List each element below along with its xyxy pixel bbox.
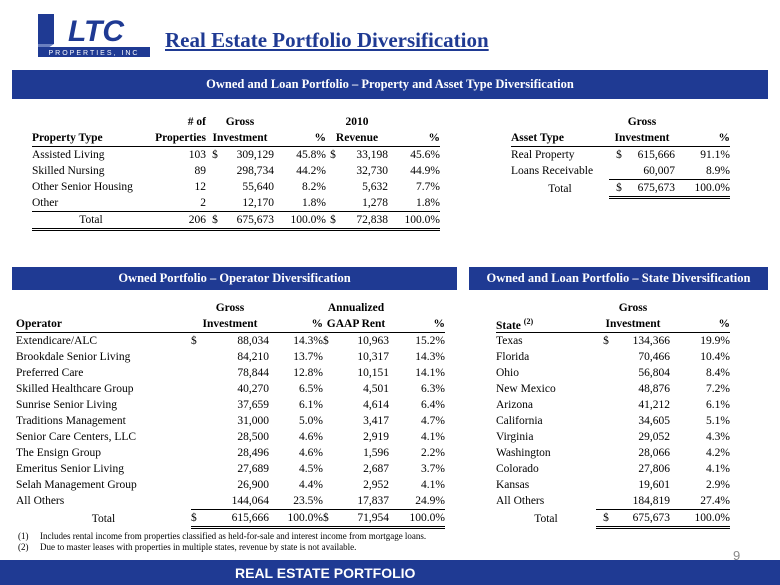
table-total-row: Total $ 615,666 100.0% $ 71,954 100.0% [16, 509, 445, 529]
property-type-table: # of Gross 2010 Property Type Properties… [32, 114, 440, 231]
footnotes: (1) Includes rental income from propertie… [18, 531, 426, 553]
page-title: Real Estate Portfolio Diversification [165, 28, 489, 52]
table-row: Brookdale Senior Living 84,210 13.7% 10,317… [16, 351, 445, 363]
table-row: Preferred Care 78,844 12.8% 10,151 14.1% [16, 367, 445, 379]
table-row: Senior Care Centers, LLC 28,500 4.6% 2,919 4… [16, 431, 445, 443]
footnote-marker: (2) [523, 316, 534, 326]
table-row: New Mexico 48,876 7.2% [496, 383, 730, 395]
operator-table: Gross Annualized Operator Investment % G… [16, 300, 445, 529]
table-row: Texas $134,366 19.9% [496, 335, 730, 347]
section-band-operator: Owned Portfolio – Operator Diversificati… [12, 267, 457, 290]
table-row: Ohio 56,804 8.4% [496, 367, 730, 379]
table-row: Real Property $615,666 91.1% [511, 149, 730, 161]
table-row: Skilled Healthcare Group 40,270 6.5% 4,501 6… [16, 383, 445, 395]
table-row: California 34,605 5.1% [496, 415, 730, 427]
table-header-row: Asset Type Investment % [511, 130, 730, 147]
footnote: (2) Due to master leases with properties … [18, 542, 357, 552]
table-row: Florida 70,466 10.4% [496, 351, 730, 363]
logo-text: LTC [68, 15, 125, 48]
table-row: The Ensign Group 28,496 4.6% 1,596 2.2% [16, 447, 445, 459]
table-row: Other 2 12,170 1.8% 1,278 1.8% [32, 197, 440, 209]
table-header-row: Operator Investment % GAAP Rent % [16, 316, 445, 333]
section-band-state: Owned and Loan Portfolio – State Diversi… [469, 267, 768, 290]
footer-band: REAL ESTATE PORTFOLIO [0, 560, 780, 585]
table-header-row: Property Type Properties Investment % Re… [32, 130, 440, 147]
table-header-row: Gross [618, 302, 648, 314]
table-total-row: Total $ 675,673 100.0% [496, 509, 730, 529]
table-row: Selah Management Group 26,900 4.4% 2,952 4.1… [16, 479, 445, 491]
table-row: Traditions Management 31,000 5.0% 3,417 4.7% [16, 415, 445, 427]
table-row: Assisted Living 103 $309,129 45.8% $33,198 45… [32, 149, 440, 161]
table-row: Emeritus Senior Living 27,689 4.5% 2,687 3.7… [16, 463, 445, 475]
asset-type-table: Gross Asset Type Investment % Real Prope… [511, 114, 730, 199]
table-row: Kansas 19,601 2.9% [496, 479, 730, 491]
section-band-property-asset: Owned and Loan Portfolio – Property and … [12, 70, 768, 99]
table-row: All Others 144,064 23.5% 17,837 24.9% [16, 495, 445, 508]
table-row: Extendicare/ALC $88,034 14.3% $10,963 15.2% [16, 335, 445, 347]
table-row: Virginia 29,052 4.3% [496, 431, 730, 443]
table-header-row: Gross Annualized [215, 302, 385, 314]
company-logo: LTC PROPERTIES, INC [38, 12, 150, 58]
table-row: Arizona 41,212 6.1% [496, 399, 730, 411]
table-row: Other Senior Housing 12 55,640 8.2% 5,632 7.7… [32, 181, 440, 193]
table-total-row: Total $ 675,673 100.0% [511, 179, 730, 199]
table-row: Colorado 27,806 4.1% [496, 463, 730, 475]
page-number: 9 [733, 548, 741, 563]
logo-subtext: PROPERTIES, INC [49, 50, 140, 57]
table-total-row: Total 206 $ 675,673 100.0% $ 72,838 100.… [32, 211, 440, 231]
state-table: Gross State (2) Investment % Texas $134,3… [496, 300, 730, 529]
table-header-row: State (2) Investment % [496, 316, 730, 333]
table-row: Loans Receivable 60,007 8.9% [511, 165, 730, 178]
table-header-row: Gross [627, 116, 657, 128]
table-row: Skilled Nursing 89 298,734 44.2% 32,730 44.9% [32, 165, 440, 177]
footnote: (1) Includes rental income from propertie… [18, 531, 427, 541]
table-header-row: # of Gross 2010 [187, 116, 369, 128]
table-row: Washington 28,066 4.2% [496, 447, 730, 459]
table-row: All Others 184,819 27.4% [496, 495, 730, 508]
table-row: Sunrise Senior Living 37,659 6.1% 4,614 6.4% [16, 399, 445, 411]
